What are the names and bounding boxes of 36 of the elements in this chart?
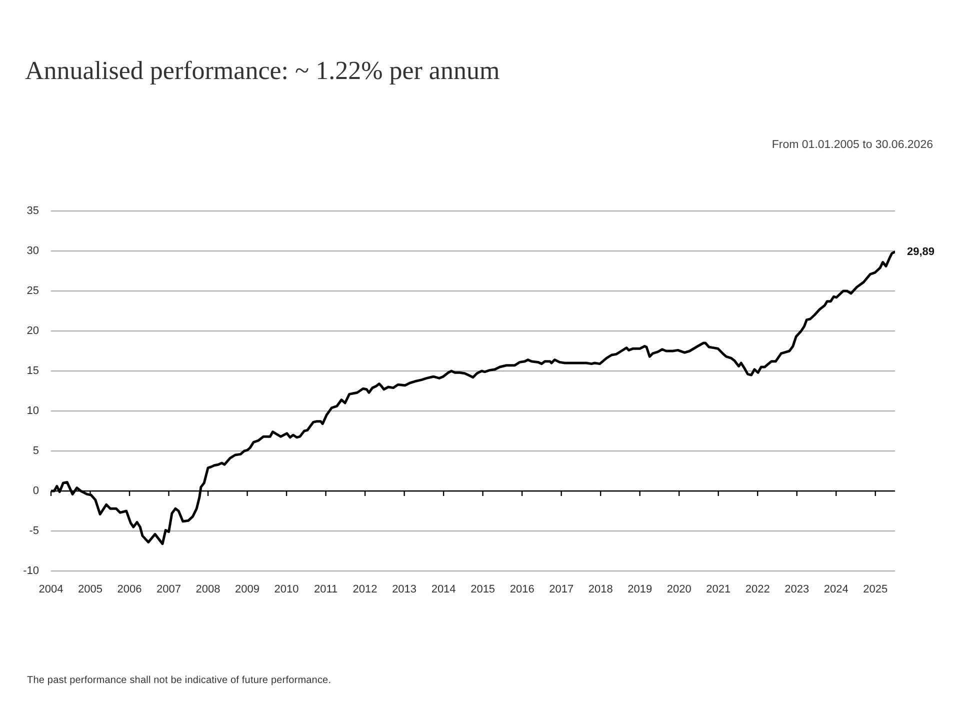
x-tick-label: 2012 [352,584,378,596]
x-tick-label: 2022 [745,584,770,596]
x-tick-label: 2005 [78,584,102,596]
x-tick-label: 2024 [824,584,848,596]
y-tick-label: -10 [23,565,39,578]
chart-title: Annualised performance: ~ 1.22% per annum [25,56,500,86]
y-tick-label: 35 [26,205,39,218]
x-tick-label: 2013 [392,584,417,596]
y-tick-label: 25 [26,285,39,298]
y-tick-label: 15 [26,365,39,378]
x-tick-label: 2010 [274,584,299,596]
y-tick-label: 30 [26,245,39,258]
x-tick-label: 2017 [549,584,574,596]
x-tick-label: 2008 [196,584,220,596]
x-tick-label: 2006 [117,584,142,596]
x-tick-label: 2014 [431,584,456,596]
x-tick-label: 2004 [38,584,64,596]
x-tick-label: 2021 [706,584,731,596]
x-tick-label: 2009 [235,584,260,596]
y-tick-label: 10 [26,405,39,418]
x-tick-label: 2019 [628,584,652,596]
x-tick-label: 2016 [510,584,534,596]
y-tick-label: 20 [26,325,39,338]
text: The past performance shall not be indicative of future performance. [27,674,332,687]
x-tick-label: 2015 [470,584,496,596]
x-tick-label: 2007 [156,584,182,596]
x-tick-label: 2023 [784,584,810,596]
x-tick-label: 2025 [863,584,888,596]
y-tick-label: 5 [32,445,39,458]
annotation: 29,89 [907,246,935,258]
chart-subtitle: From 01.01.2005 to 30.06.2026 [772,138,933,152]
y-tick-label: -5 [29,525,39,538]
x-tick-label: 2011 [314,584,338,596]
x-tick-label: 2020 [666,584,692,596]
x-tick-label: 2018 [588,584,613,596]
y-tick-label: 0 [32,485,39,498]
